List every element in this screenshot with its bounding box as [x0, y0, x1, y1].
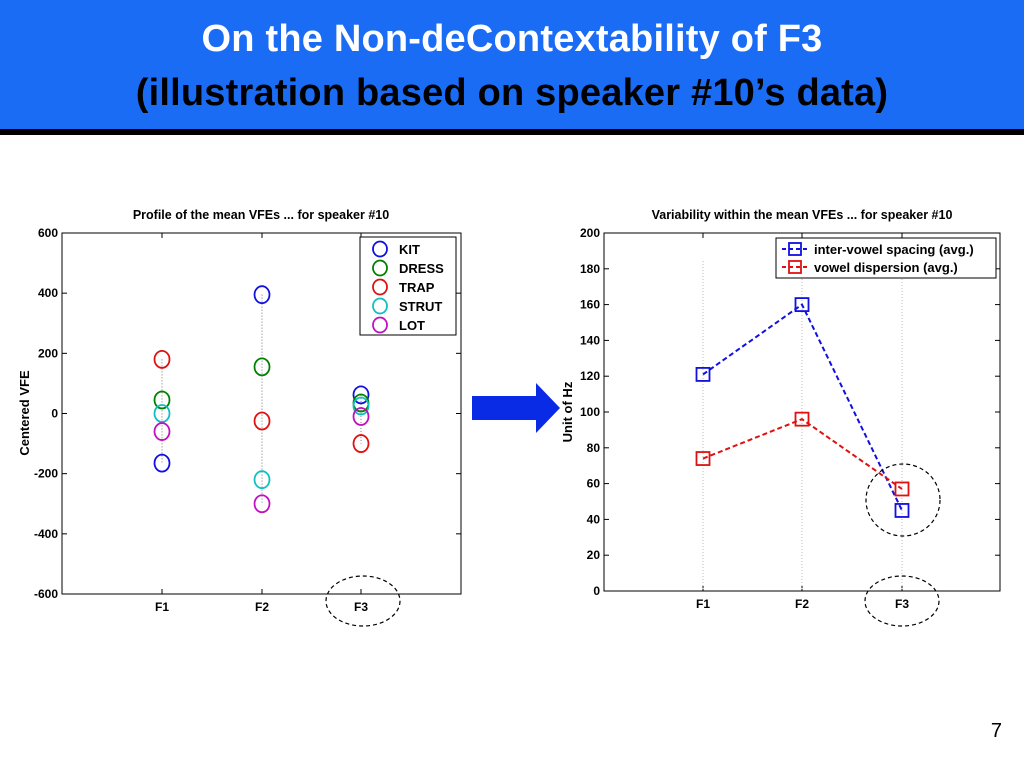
legend-marker-trap: [372, 278, 388, 296]
point-vowel-dispersion-avg-f1: [695, 451, 711, 466]
right-ytick-label: 200: [580, 226, 600, 240]
series-line-vowel-dispersion-avg: [702, 418, 903, 490]
page-number: 7: [990, 720, 1002, 742]
legend-label-inter-vowel-spacing-avg: inter-vowel spacing (avg.): [814, 242, 974, 257]
legend-label-vowel-dispersion-avg: vowel dispersion (avg.): [814, 260, 958, 275]
left-ytick-label: -200: [34, 467, 58, 481]
vfe-profile-chart: Profile of the mean VFEs ... for speaker…: [17, 208, 462, 627]
legend-marker-vowel-dispersion-avg: [788, 260, 802, 274]
legend-marker-kit: [372, 240, 388, 258]
legend-marker-lot: [372, 316, 388, 334]
legend-label-dress: DRESS: [399, 261, 444, 276]
point-kit-f2: [253, 285, 271, 305]
legend-marker-dress: [372, 259, 388, 277]
right-ytick-label: 0: [593, 584, 600, 598]
point-vowel-dispersion-avg-f3: [894, 481, 910, 497]
legend-marker-inter-vowel-spacing-avg: [788, 242, 802, 256]
right-ytick-label: 160: [580, 298, 600, 312]
point-trap-f1: [153, 349, 171, 369]
point-dress-f2: [253, 357, 271, 377]
left-xtick-label-f3: F3: [354, 600, 368, 614]
right-ytick-label: 80: [587, 441, 601, 455]
right-xtick-label-f1: F1: [696, 597, 710, 611]
right-ytick-label: 180: [580, 262, 600, 276]
point-strut-f1: [153, 404, 171, 423]
right-legend-box: [775, 237, 997, 279]
left-f3-highlight-ellipse: [325, 575, 401, 627]
legend-label-kit: KIT: [399, 242, 420, 257]
right-xtick-label-f2: F2: [795, 597, 809, 611]
right-xtick-label-f3: F3: [895, 597, 909, 611]
right-y-axis-label: Unit of Hz: [560, 381, 575, 442]
legend-label-lot: LOT: [399, 318, 425, 333]
point-trap-f3: [352, 434, 370, 453]
legend-marker-strut: [372, 297, 388, 315]
right-ytick-label: 60: [587, 477, 601, 491]
right-ytick-label: 100: [580, 405, 600, 419]
left-xtick-label-f2: F2: [255, 600, 269, 614]
left-ytick-label: 200: [38, 346, 58, 360]
left-ytick-label: 0: [51, 407, 58, 421]
point-kit-f3: [352, 385, 370, 405]
slide-title-line1: On the Non-deContextability of F3: [201, 18, 823, 60]
point-strut-f3: [352, 396, 370, 416]
right-ytick-label: 20: [587, 548, 601, 562]
right-f3-axis-highlight-ellipse: [864, 575, 940, 627]
point-inter-vowel-spacing-avg-f3: [894, 503, 910, 518]
right-ytick-label: 140: [580, 333, 600, 347]
left-chart-title: Profile of the mean VFEs ... for speaker…: [133, 208, 389, 222]
point-kit-f1: [153, 453, 171, 473]
left-y-axis-label: Centered VFE: [17, 370, 32, 456]
left-ytick-label: 400: [38, 286, 58, 300]
series-line-inter-vowel-spacing-avg: [702, 303, 903, 511]
point-lot-f1: [153, 422, 171, 441]
point-lot-f2: [253, 494, 271, 514]
point-vowel-dispersion-avg-f2: [794, 411, 810, 427]
point-trap-f2: [253, 411, 271, 431]
right-f3-data-highlight-ellipse: [865, 463, 941, 537]
title-banner: On the Non-deContextability of F3 (illus…: [0, 0, 1024, 135]
legend-label-strut: STRUT: [399, 299, 442, 314]
right-chart-title: Variability within the mean VFEs ... for…: [652, 208, 953, 222]
right-ytick-label: 120: [580, 369, 600, 383]
legend-label-trap: TRAP: [399, 280, 435, 295]
point-strut-f2: [253, 470, 271, 490]
vfe-variability-chart: Variability within the mean VFEs ... for…: [560, 208, 1001, 627]
slide-title-line2: (illustration based on speaker #10’s dat…: [135, 72, 889, 114]
left-ytick-label: 600: [38, 226, 58, 240]
left-ytick-label: -400: [34, 527, 58, 541]
left-ytick-label: -600: [34, 587, 58, 601]
arrow-right-icon: [472, 383, 560, 433]
right-ytick-label: 40: [587, 512, 601, 526]
point-inter-vowel-spacing-avg-f1: [695, 367, 711, 382]
left-xtick-label-f1: F1: [155, 600, 169, 614]
point-inter-vowel-spacing-avg-f2: [794, 297, 810, 313]
point-lot-f3: [352, 407, 370, 426]
point-dress-f1: [153, 390, 171, 410]
